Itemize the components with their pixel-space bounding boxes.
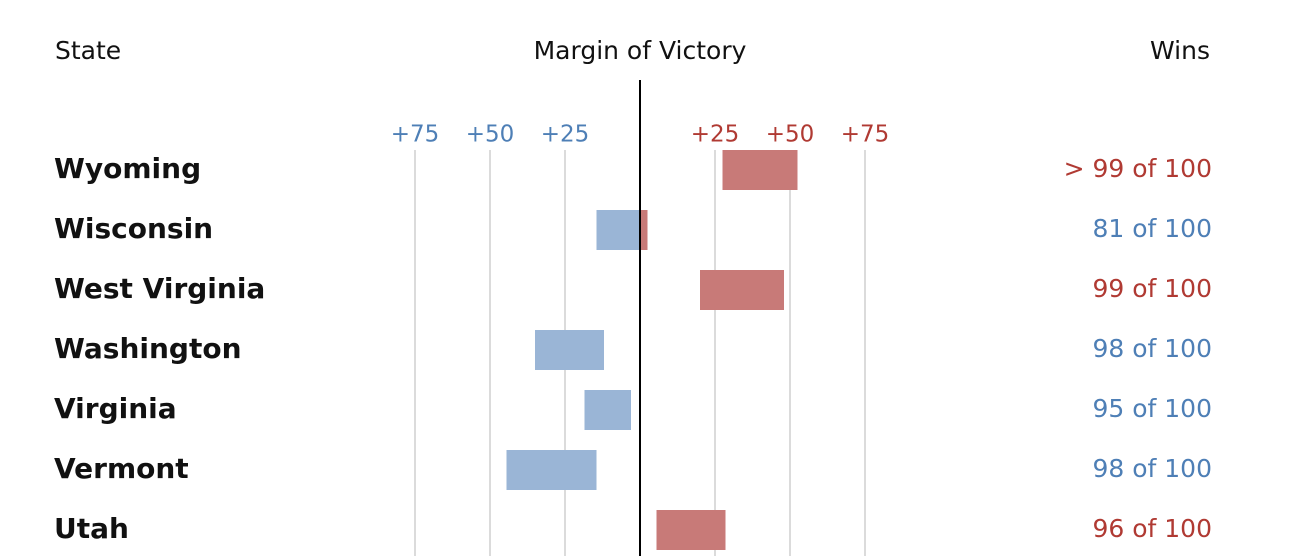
- wins-value: 98 of 100: [1092, 454, 1212, 483]
- x-tick-label: +75: [841, 122, 890, 148]
- state-label: Utah: [54, 512, 129, 545]
- x-tick-label: +75: [391, 122, 440, 148]
- wins-value: 99 of 100: [1092, 274, 1212, 303]
- margin-bar-dem: [506, 450, 597, 490]
- state-label: Wyoming: [54, 152, 201, 185]
- x-tick-label: +25: [691, 122, 740, 148]
- margin-bar-rep: [656, 510, 726, 550]
- wins-value: 98 of 100: [1092, 334, 1212, 363]
- wins-value: 96 of 100: [1092, 514, 1212, 543]
- wins-value: 95 of 100: [1092, 394, 1212, 423]
- state-label: Washington: [54, 332, 242, 365]
- margin-bar-dem: [535, 330, 604, 370]
- x-tick-label: +50: [766, 122, 815, 148]
- wins-value: > 99 of 100: [1064, 154, 1212, 183]
- wins-value: 81 of 100: [1092, 214, 1212, 243]
- state-column-header: State: [55, 36, 122, 65]
- wins-column-header: Wins: [1150, 36, 1210, 65]
- state-label: Virginia: [54, 392, 177, 425]
- x-tick-label: +50: [466, 122, 515, 148]
- margin-bar-rep: [722, 150, 798, 190]
- margin-bar-dem: [596, 210, 640, 250]
- margin-bar-rep: [640, 210, 648, 250]
- margin-bar-rep: [700, 270, 784, 310]
- state-label: Vermont: [54, 452, 189, 485]
- state-label: West Virginia: [54, 272, 265, 305]
- state-label: Wisconsin: [54, 212, 213, 245]
- margin-column-header: Margin of Victory: [533, 36, 747, 65]
- x-tick-label: +25: [541, 122, 590, 148]
- margin-bar-dem: [584, 390, 631, 430]
